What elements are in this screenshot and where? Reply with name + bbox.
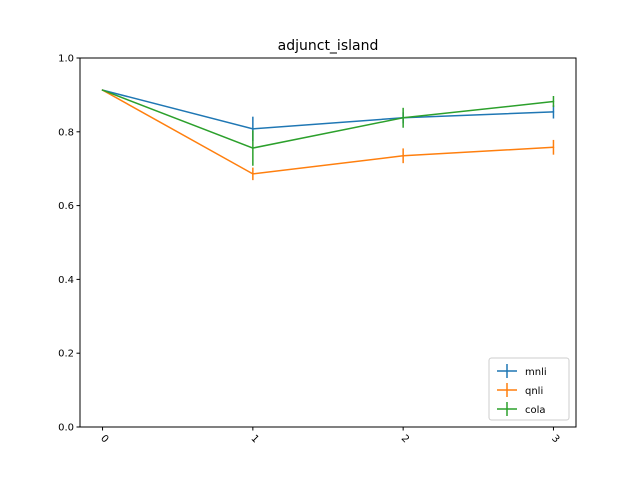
series-qnli	[101, 89, 555, 181]
y-tick-label: 0.8	[58, 127, 74, 138]
legend-label: qnli	[525, 386, 543, 397]
y-axis: 0.0 0.2 0.4 0.6 0.8 1.0	[58, 54, 80, 434]
data-point	[402, 116, 404, 119]
y-tick-label: 0.0	[58, 423, 74, 434]
legend-item-cola: cola	[497, 402, 546, 416]
series-line	[102, 89, 554, 175]
data-point	[252, 173, 254, 175]
legend-item-mnli: mnli	[497, 364, 547, 378]
x-axis: 0 1 2 3	[98, 427, 561, 445]
x-tick-label: 2	[399, 433, 411, 445]
x-tick-label: 0	[98, 433, 110, 445]
data-point	[552, 111, 555, 113]
legend-label: mnli	[525, 367, 547, 378]
data-point	[252, 128, 254, 130]
data-point	[252, 147, 254, 149]
x-tick-label: 1	[248, 433, 260, 445]
plot-area	[101, 89, 555, 181]
y-tick-label: 1.0	[58, 54, 74, 65]
y-tick-label: 0.6	[58, 201, 74, 212]
plot-frame	[79, 57, 577, 428]
series-line	[102, 89, 554, 149]
data-point	[552, 100, 555, 103]
legend-label: cola	[525, 405, 546, 416]
series-cola	[101, 89, 555, 166]
legend: mnli qnli cola	[488, 357, 570, 421]
y-tick-label: 0.4	[58, 275, 74, 286]
data-point	[552, 146, 555, 149]
chart-title: adjunct_island	[278, 38, 379, 54]
y-tick-label: 0.2	[58, 349, 74, 360]
legend-item-qnli: qnli	[497, 383, 543, 397]
data-point	[402, 154, 404, 157]
data-point	[101, 89, 104, 91]
legend-box	[488, 357, 570, 421]
x-tick-label: 3	[549, 433, 561, 445]
series-line	[102, 89, 554, 130]
